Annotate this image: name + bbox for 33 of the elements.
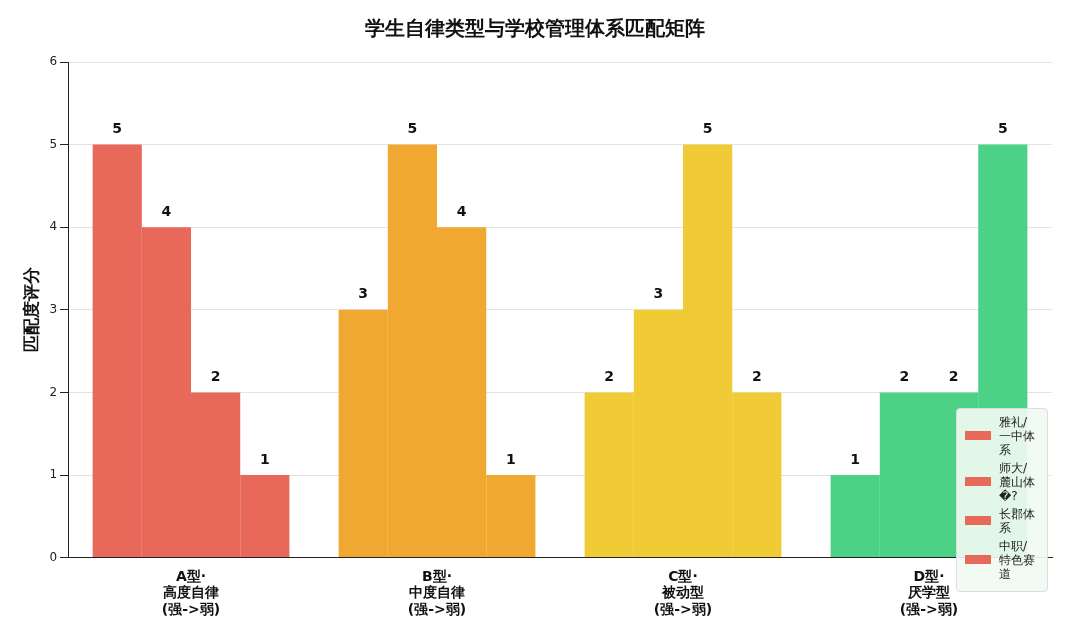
chart-title: 学生自律类型与学校管理体系匹配矩阵 bbox=[365, 16, 705, 41]
y-tick-label: 0 bbox=[49, 549, 58, 564]
y-tick-label: 5 bbox=[49, 136, 58, 151]
data-label: 5 bbox=[702, 120, 713, 137]
legend-label: 中职/特色赛道 bbox=[999, 538, 1036, 581]
y-tick-label: 2 bbox=[49, 384, 58, 399]
data-label: 1 bbox=[505, 450, 516, 467]
data-label: 2 bbox=[210, 368, 221, 385]
data-label: 1 bbox=[850, 450, 861, 467]
x-tick-label: A型· 高度自律 (强->弱) bbox=[161, 567, 221, 618]
legend-label: 师大/麓山体�? bbox=[999, 460, 1036, 503]
data-label: 4 bbox=[161, 202, 172, 219]
x-tick-label: C型· 被动型 (强->弱) bbox=[653, 567, 713, 618]
data-label: 2 bbox=[948, 368, 959, 385]
data-label: 2 bbox=[899, 368, 910, 385]
legend-label: 雅礼/一中体系 bbox=[999, 414, 1036, 457]
data-label: 5 bbox=[112, 120, 123, 137]
x-tick-label: D型· 厌学型 (强->弱) bbox=[899, 567, 959, 618]
data-label: 1 bbox=[259, 450, 270, 467]
x-tick-label: B型· 中度自律 (强->弱) bbox=[407, 567, 467, 618]
data-label: 5 bbox=[407, 120, 418, 137]
data-label: 3 bbox=[653, 285, 664, 302]
data-label: 2 bbox=[751, 368, 762, 385]
y-tick-label: 1 bbox=[49, 467, 58, 482]
data-label: 2 bbox=[604, 368, 615, 385]
data-label: 4 bbox=[456, 202, 467, 219]
legend-label: 长郡体系 bbox=[999, 506, 1036, 535]
data-label: 3 bbox=[358, 285, 369, 302]
y-axis-title: 匹配度评分 bbox=[20, 266, 41, 353]
y-tick-label: 6 bbox=[49, 54, 58, 69]
y-tick-label: 3 bbox=[49, 301, 58, 316]
data-label: 5 bbox=[997, 120, 1008, 137]
y-tick-label: 4 bbox=[49, 219, 58, 234]
